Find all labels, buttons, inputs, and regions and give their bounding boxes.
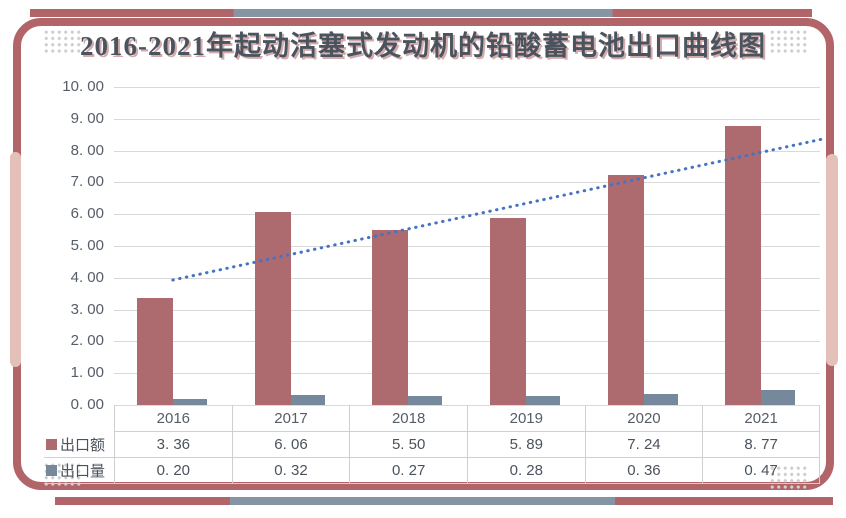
top-accent-bar xyxy=(30,9,812,17)
bottom-accent-bar xyxy=(55,497,833,505)
y-axis-tick-label: 1. 00 xyxy=(70,364,104,382)
table-value-export-value: 5. 50 xyxy=(349,432,467,458)
table-year-header: 2021 xyxy=(702,405,820,432)
gridline xyxy=(114,246,820,247)
bar-export-volume-2017 xyxy=(290,394,325,405)
y-axis-tick-label: 7. 00 xyxy=(70,173,104,191)
table-value-export-value: 5. 89 xyxy=(466,432,585,458)
table-value-export-value: 3. 36 xyxy=(114,432,232,458)
table-value-export-volume: 0. 47 xyxy=(702,458,820,484)
gridline xyxy=(114,341,820,343)
legend-export-value: 出口额 xyxy=(44,432,114,458)
table-value-export-volume: 0. 27 xyxy=(349,458,467,484)
bar-export-volume-2016 xyxy=(172,398,207,405)
table-year-header: 2018 xyxy=(349,405,467,432)
data-table: 2016 2017 2018 2019 2020 2021 出口额 3. 36 6. 06 5. … xyxy=(44,405,820,484)
bar-export-volume-2019 xyxy=(525,396,560,405)
gridline xyxy=(114,118,820,120)
gridline xyxy=(114,87,820,88)
bar-export-volume-2018 xyxy=(408,396,443,405)
y-axis-tick-label: 5. 00 xyxy=(70,237,104,254)
bar-export-volume-2020 xyxy=(643,393,678,405)
table-value-export-volume: 0. 32 xyxy=(231,458,350,484)
table-value-export-value: 8. 77 xyxy=(702,432,820,458)
table-corner-cell xyxy=(44,405,114,432)
bar-export-value-2019 xyxy=(489,217,526,405)
legend-export-volume: 出口量 xyxy=(44,458,114,484)
gridline xyxy=(114,150,820,152)
bar-export-value-2020 xyxy=(607,174,644,405)
legend-swatch-export-value xyxy=(46,439,57,450)
bar-export-value-2018 xyxy=(372,230,409,405)
gridline xyxy=(114,214,820,216)
bar-export-value-2016 xyxy=(136,298,173,405)
legend-label-export-volume: 出口量 xyxy=(60,463,106,480)
y-axis-tick-label: 9. 00 xyxy=(70,109,104,127)
left-capsule-decoration xyxy=(10,152,21,367)
table-value-export-value: 6. 06 xyxy=(231,432,350,458)
dot-grid-decoration xyxy=(43,29,82,54)
legend-label-export-value: 出口额 xyxy=(60,437,106,454)
right-capsule-decoration xyxy=(826,154,838,366)
y-axis-tick-label: 4. 00 xyxy=(70,268,104,286)
table-value-export-volume: 0. 28 xyxy=(466,458,585,484)
gridline xyxy=(114,277,820,279)
bar-export-volume-2021 xyxy=(761,390,796,405)
chart-title: 2016-2021年起动活塞式发动机的铅酸蓄电池出口曲线图 xyxy=(80,31,766,61)
table-value-export-volume: 0. 36 xyxy=(584,458,703,484)
dot-grid-decoration xyxy=(769,465,808,490)
table-year-header: 2019 xyxy=(466,405,585,432)
bar-export-value-2017 xyxy=(254,212,291,405)
y-axis-tick-label: 3. 00 xyxy=(70,300,104,318)
table-year-header: 2016 xyxy=(114,405,232,432)
gridline xyxy=(114,373,820,375)
y-axis-tick-label: 8. 00 xyxy=(70,141,104,159)
y-axis-tick-label: 2. 00 xyxy=(70,332,104,350)
dot-grid-decoration xyxy=(769,29,808,54)
gridline xyxy=(114,182,820,184)
y-axis-tick-label: 6. 00 xyxy=(70,205,104,223)
gridline xyxy=(114,309,820,311)
y-axis-tick-label: 0. 00 xyxy=(70,396,104,413)
y-axis-tick-label: 10. 00 xyxy=(62,78,104,95)
table-value-export-value: 7. 24 xyxy=(584,432,703,458)
table-year-header: 2017 xyxy=(231,405,350,432)
table-value-export-volume: 0. 20 xyxy=(114,458,232,484)
table-year-header: 2020 xyxy=(584,405,703,432)
bar-export-value-2021 xyxy=(725,126,762,405)
legend-swatch-export-volume xyxy=(46,465,57,476)
